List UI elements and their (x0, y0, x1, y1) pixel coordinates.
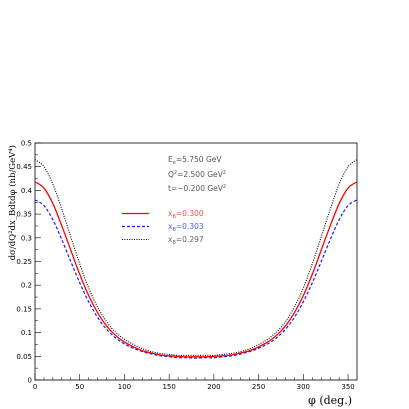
x-axis-label: φ (deg.) (308, 394, 352, 407)
x-tick-label: 200 (207, 383, 220, 391)
x-tick-label: 300 (297, 383, 310, 391)
y-ticks: 0 0.05 0.1 0.15 0.2 0.25 0.3 0.35 0.4 0.45 0.5 (16, 140, 41, 385)
x-tick-label: 150 (162, 383, 175, 391)
annotation-q2: Q2=2.500 GeV2 (168, 170, 226, 179)
series-lines (34, 159, 358, 359)
y-tick-label: 0.05 (16, 353, 32, 361)
series-line-1 (34, 199, 358, 359)
y-tick-label: 0.3 (21, 234, 32, 242)
x-tick-label: 100 (118, 383, 131, 391)
x-tick-label: 50 (75, 383, 84, 391)
legend: xB=0.300 xB=0.303 xB=0.297 (122, 209, 204, 246)
annotation-beam-energy: Ee=5.750 GeV (168, 155, 222, 166)
annotation-t: t=−0.200 GeV2 (168, 184, 226, 193)
y-tick-label: 0.15 (16, 305, 32, 313)
y-tick-label: 0 (28, 377, 32, 385)
x-ticks: 0 50 100 150 200 250 300 350 (33, 374, 355, 391)
y-tick-label: 0.4 (21, 187, 33, 195)
series-line-2 (34, 159, 358, 356)
x-tick-label: 250 (252, 383, 265, 391)
series-line-0 (34, 181, 358, 358)
legend-label: xB=0.297 (168, 235, 204, 246)
legend-label: xB=0.300 (168, 209, 204, 220)
legend-label: xB=0.303 (168, 222, 204, 233)
y-tick-label: 0.35 (16, 211, 32, 219)
y-tick-label: 0.1 (21, 329, 32, 337)
y-tick-label: 0.2 (21, 282, 32, 290)
y-tick-label: 0.45 (16, 163, 32, 171)
x-tick-label: 350 (341, 383, 354, 391)
y-axis-label: dσ/dQ²dx_Bdtdφ (nb/GeV⁴) (7, 145, 18, 260)
x-tick-label: 0 (33, 383, 37, 391)
y-tick-label: 0.25 (16, 258, 32, 266)
y-tick-label: 0.5 (21, 140, 32, 148)
